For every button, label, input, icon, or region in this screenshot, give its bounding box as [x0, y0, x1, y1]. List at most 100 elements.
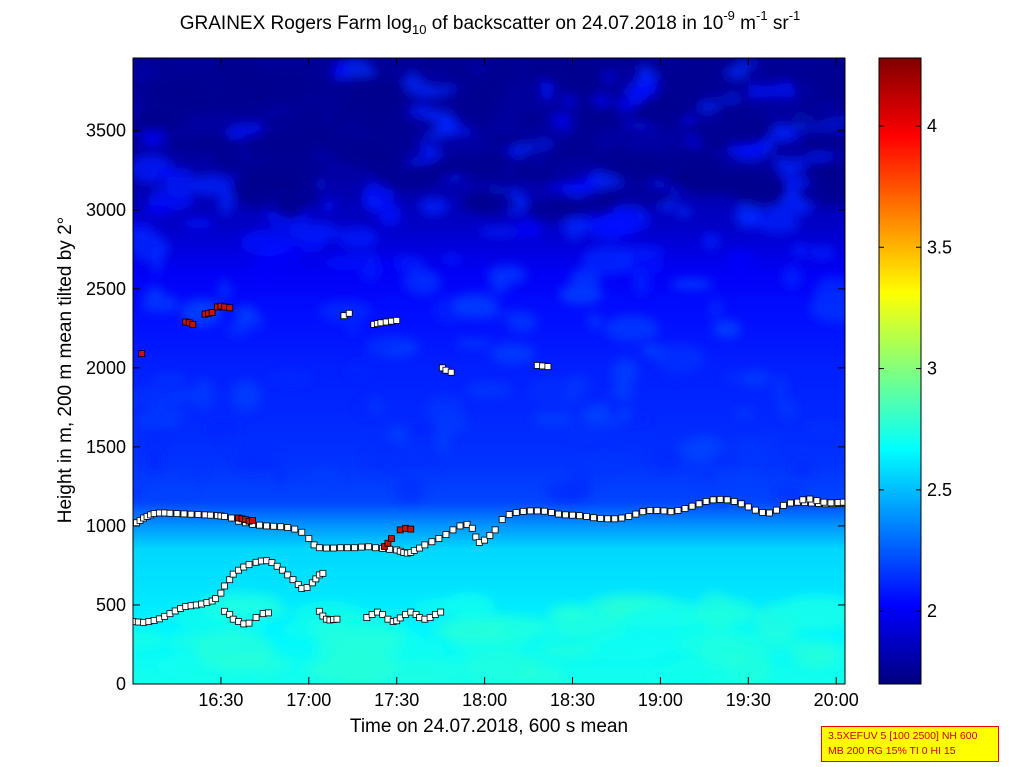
y-tick-label: 3500 — [86, 121, 126, 141]
dark-blob — [274, 195, 307, 219]
marker-white-square — [379, 611, 387, 618]
cloud-blob — [151, 374, 188, 386]
cloud-blob — [712, 320, 742, 338]
cloud-blob — [569, 267, 601, 291]
x-tick-label: 18:00 — [462, 690, 507, 710]
near-ground-blob — [502, 620, 585, 641]
cloud-blob — [362, 447, 414, 473]
dark-blob — [470, 189, 501, 214]
info-stamp-line2: MB 200 RG 15% TI 0 HI 15 — [828, 745, 956, 757]
cloud-blob — [773, 375, 787, 405]
cloud-blob — [394, 475, 426, 503]
cloud-blob — [151, 167, 194, 178]
dark-blob — [559, 137, 599, 153]
cloud-blob — [604, 315, 659, 342]
dark-blob — [246, 133, 317, 162]
cloud-blob — [387, 425, 410, 443]
near-ground-blob — [133, 629, 168, 649]
dark-blob — [199, 138, 232, 152]
cloud-blob — [143, 401, 187, 430]
cloud-blob — [607, 396, 622, 421]
x-tick-label: 19:00 — [638, 690, 683, 710]
cloud-blob — [507, 311, 538, 333]
marker-white-square — [393, 317, 401, 324]
marker-white-square — [533, 507, 541, 515]
marker-white-square — [221, 582, 228, 590]
colorbar-axis: 2 2.5 3 3.5 4 — [879, 116, 952, 621]
marker-white-square — [229, 570, 237, 578]
marker-white-square — [737, 500, 745, 508]
y-tick-label: 2000 — [86, 358, 126, 378]
x-axis: 16:30 17:00 17:30 18:00 18:30 19:00 19:30 20:00 — [198, 58, 859, 710]
marker-white-square — [744, 503, 752, 511]
cloud-blob — [412, 452, 441, 469]
marker-white-square — [472, 533, 480, 541]
info-stamp: 3.5XEFUV 5 [100 2500] NH 600 MB 200 RG 1… — [821, 726, 999, 762]
dark-blob — [431, 153, 488, 175]
y-tick-label: 1000 — [86, 516, 126, 536]
marker-white-square — [437, 608, 445, 616]
cloud-blob — [694, 488, 725, 501]
cloud-blob — [587, 208, 641, 241]
cloud-blob — [182, 218, 215, 229]
marker-white-square — [421, 541, 429, 549]
marker-white-square — [206, 511, 214, 519]
y-tick-label: 0 — [116, 674, 126, 694]
marker-white-square — [625, 513, 633, 520]
dark-blob — [771, 139, 812, 162]
near-ground-blob — [293, 601, 365, 628]
cloud-blob — [346, 321, 359, 335]
near-ground-blob — [463, 651, 542, 683]
marker-white-square — [226, 576, 234, 584]
marker-white-square — [799, 496, 807, 504]
marker-white-square — [674, 507, 682, 514]
marker-white-square — [660, 507, 668, 515]
cloud-blob — [763, 428, 776, 459]
cloud-blob — [233, 305, 258, 324]
info-stamp-line1: 3.5XEFUV 5 [100 2500] NH 600 — [828, 730, 978, 742]
cloud-blob — [222, 437, 237, 452]
marker-white-square — [319, 569, 327, 577]
near-ground-blob — [714, 598, 756, 623]
cloud-blob — [478, 227, 521, 237]
near-ground-blob — [618, 603, 715, 641]
dark-blob — [337, 93, 402, 129]
dark-blob — [483, 133, 546, 146]
cloud-blob — [790, 243, 812, 258]
dark-blob — [664, 75, 735, 104]
marker-white-square — [505, 511, 513, 518]
cloud-blob — [810, 246, 835, 260]
cloud-blob — [465, 382, 512, 398]
marker-white-square — [217, 589, 225, 597]
cloud-blob — [528, 377, 568, 406]
cloud-blob — [563, 375, 591, 396]
cloud-blob — [272, 455, 287, 486]
dark-blob — [676, 58, 741, 75]
marker-white-square — [716, 495, 724, 503]
cloud-blob — [378, 202, 402, 228]
cloud-blob — [612, 358, 639, 387]
dark-blob — [251, 161, 304, 197]
cloud-blob — [758, 217, 800, 234]
marker-white-square — [544, 363, 552, 370]
colorbar-tick-label: 2 — [927, 601, 937, 621]
marker-white-square — [284, 571, 292, 579]
marker-white-square — [277, 523, 285, 531]
marker-white-square — [449, 526, 457, 534]
marker-white-square — [226, 611, 234, 618]
near-ground-blob — [202, 591, 282, 614]
marker-white-square — [526, 507, 534, 515]
near-ground-blob — [411, 597, 497, 615]
cloud-blob — [133, 484, 144, 499]
cloud-blob — [670, 278, 713, 290]
cloud-blob — [240, 229, 293, 257]
marker-white-square — [435, 535, 443, 542]
marker-red-square — [226, 304, 234, 312]
marker-white-square — [166, 509, 174, 517]
cloud-blob — [258, 254, 272, 282]
marker-white-square — [312, 575, 320, 583]
markers — [133, 302, 845, 628]
marker-white-square — [264, 609, 272, 617]
marker-white-square — [597, 514, 605, 522]
